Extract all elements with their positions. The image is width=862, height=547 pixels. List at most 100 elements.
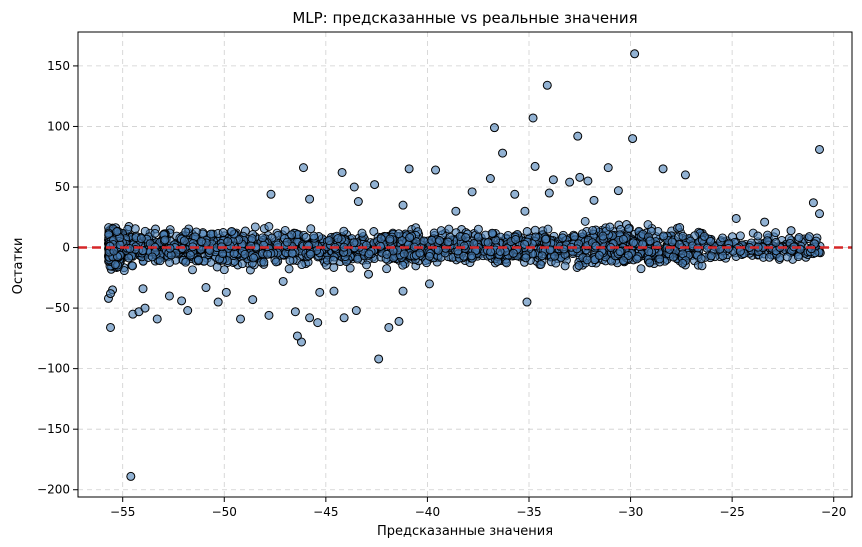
outlier-point (126, 471, 136, 481)
y-axis-ticks: −200 −150 −100 −50 0 50 100 150 (37, 59, 78, 497)
residual-point (405, 233, 415, 242)
outlier-point (305, 313, 315, 323)
residual-point (696, 254, 706, 264)
x-axis-label: Предсказанные значения (377, 524, 553, 539)
x-tick-label: −55 (110, 505, 135, 519)
residual-point (764, 252, 774, 262)
residual-point (753, 231, 763, 241)
residual-point (155, 256, 165, 266)
outlier-point (589, 195, 599, 205)
residual-point (364, 249, 374, 259)
residual-point (112, 227, 122, 237)
residual-point (645, 258, 655, 268)
residual-point (537, 251, 547, 261)
outlier-point (152, 314, 162, 324)
residual-point (427, 235, 437, 245)
residual-point (339, 226, 349, 236)
residual-point (333, 234, 343, 244)
outlier-point (404, 164, 414, 174)
x-tick-label: −30 (618, 505, 643, 519)
residual-point (643, 220, 653, 230)
outlier-point (628, 134, 638, 144)
residual-point (487, 228, 497, 238)
residual-point (259, 257, 269, 267)
outlier-point (264, 310, 274, 320)
outlier-point (248, 295, 258, 305)
residual-point (282, 237, 292, 247)
residual-point (165, 258, 175, 267)
x-tick-label: −50 (212, 505, 237, 519)
residual-point (624, 224, 634, 234)
residual-point (258, 233, 267, 243)
outlier-point (658, 164, 668, 174)
residual-point (399, 249, 409, 259)
y-tick-label: 50 (55, 180, 70, 194)
outlier-point (814, 144, 824, 154)
outlier-point (731, 213, 741, 223)
residual-point (511, 235, 521, 244)
outlier-point (522, 297, 532, 307)
residual-point (594, 250, 604, 260)
residual-point (218, 228, 228, 237)
outlier-point (398, 200, 408, 210)
residual-point (644, 247, 654, 257)
residual-point (775, 253, 785, 263)
outlier-point (530, 161, 540, 171)
outlier-point (603, 163, 613, 173)
residual-point (306, 224, 316, 234)
residual-point (615, 247, 625, 256)
y-tick-label: −150 (37, 422, 70, 436)
residual-point (160, 235, 170, 245)
outlier-point (384, 322, 394, 332)
outlier-point (394, 316, 404, 326)
residual-point (287, 230, 297, 240)
residual-point (185, 250, 195, 260)
outlier-point (278, 276, 288, 286)
residual-point (467, 251, 477, 261)
residual-point (240, 249, 250, 259)
outlier-point (337, 167, 347, 177)
residual-point (486, 247, 496, 257)
y-tick-label: −50 (45, 301, 70, 315)
residual-point (605, 222, 615, 232)
outlier-point (542, 80, 552, 90)
residual-point (419, 236, 429, 246)
residual-point (762, 236, 772, 246)
residual-point (718, 233, 727, 243)
residual-point (618, 256, 628, 266)
residual-point (771, 238, 781, 247)
residual-point (227, 226, 237, 236)
outlier-point (364, 269, 374, 279)
outlier-point (221, 287, 231, 297)
residual-point (668, 252, 678, 262)
residual-point (483, 238, 493, 248)
residual-point (636, 264, 646, 274)
residual-point (508, 248, 518, 258)
outlier-point (201, 283, 211, 293)
outlier-point (177, 296, 187, 306)
outlier-point (298, 163, 308, 173)
residual-point (179, 236, 189, 246)
outlier-point (808, 198, 818, 208)
outlier-point (305, 194, 315, 204)
residual-point (628, 238, 638, 248)
residual-point (324, 236, 334, 246)
outlier-point (814, 209, 824, 219)
residual-point (212, 262, 222, 272)
residual-point (196, 237, 206, 246)
residual-point (263, 249, 273, 259)
residual-point (249, 253, 258, 263)
x-tick-label: −25 (719, 505, 744, 519)
outlier-point (313, 318, 323, 328)
residual-point (598, 231, 608, 241)
residual-point (591, 241, 601, 251)
residual-point (110, 260, 120, 270)
residual-point (362, 260, 371, 270)
residual-point (150, 228, 160, 238)
residual-point (285, 256, 295, 266)
residual-point (560, 261, 570, 271)
residual-point (461, 233, 471, 242)
residual-point (345, 263, 355, 273)
outlier-point (370, 180, 380, 190)
residual-point (794, 233, 804, 242)
